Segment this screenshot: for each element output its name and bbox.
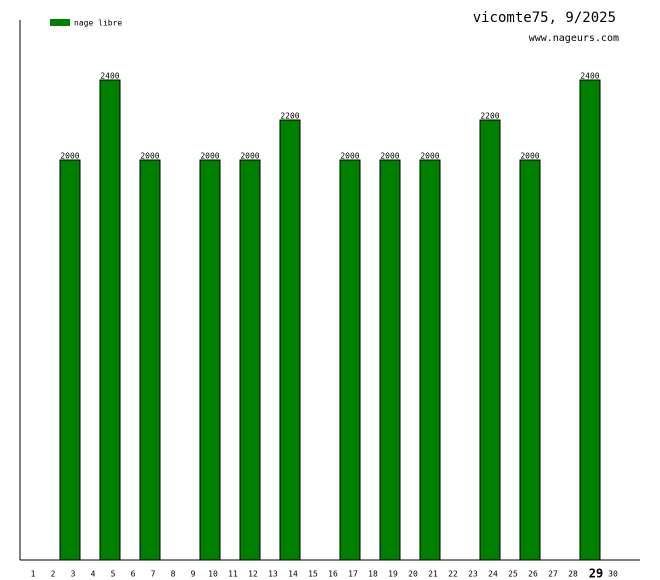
x-tick-label: 1	[31, 570, 36, 579]
bar	[199, 159, 221, 561]
legend-label: nage libre	[74, 19, 122, 28]
bar	[59, 159, 81, 561]
value-label: 2000	[60, 152, 79, 161]
x-tick-label: 6	[131, 570, 136, 579]
x-tick-label: 11	[228, 570, 238, 579]
x-tick-label: 28	[568, 570, 578, 579]
value-label: 2400	[100, 72, 119, 81]
x-tick-label: 23	[468, 570, 478, 579]
x-tick-label: 25	[508, 570, 518, 579]
legend-swatch	[50, 19, 70, 26]
x-tick-label: 4	[91, 570, 96, 579]
bar	[139, 159, 161, 561]
value-label: 2000	[240, 152, 259, 161]
x-tick-label: 7	[151, 570, 156, 579]
x-tick-label: 10	[208, 570, 218, 579]
x-tick-label: 21	[428, 570, 438, 579]
x-tick-label: 18	[368, 570, 378, 579]
bar	[239, 159, 261, 561]
bar	[339, 159, 361, 561]
x-tick-label: 30	[608, 570, 618, 579]
bar	[279, 119, 301, 561]
value-label: 2000	[520, 152, 539, 161]
bar	[479, 119, 501, 561]
bar	[419, 159, 441, 561]
bar	[379, 159, 401, 561]
x-tick-label: 16	[328, 570, 338, 579]
bar	[99, 79, 121, 561]
chart-title: vicomte75, 9/2025	[473, 10, 616, 26]
x-tick-label: 9	[191, 570, 196, 579]
value-label: 2200	[280, 112, 299, 121]
value-label: 2200	[480, 112, 499, 121]
x-tick-label: 27	[548, 570, 558, 579]
x-tick-label: 2	[51, 570, 56, 579]
x-tick-label: 29	[589, 567, 603, 580]
value-label: 2000	[200, 152, 219, 161]
bar	[519, 159, 541, 561]
chart-subtitle: www.nageurs.com	[529, 33, 619, 44]
x-tick-label: 13	[268, 570, 278, 579]
x-tick-label: 12	[248, 570, 258, 579]
x-tick-label: 8	[171, 570, 176, 579]
x-tick-label: 20	[408, 570, 418, 579]
value-label: 2000	[380, 152, 399, 161]
x-tick-label: 24	[488, 570, 498, 579]
x-tick-label: 19	[388, 570, 398, 579]
x-tick-label: 14	[288, 570, 298, 579]
x-tick-label: 17	[348, 570, 358, 579]
value-label: 2000	[140, 152, 159, 161]
value-label: 2000	[420, 152, 439, 161]
value-label: 2400	[580, 72, 599, 81]
x-tick-label: 3	[71, 570, 76, 579]
x-tick-label: 26	[528, 570, 538, 579]
value-label: 2000	[340, 152, 359, 161]
x-tick-label: 15	[308, 570, 318, 579]
x-tick-label: 22	[448, 570, 458, 579]
x-tick-label: 5	[111, 570, 116, 579]
bar	[579, 79, 601, 561]
